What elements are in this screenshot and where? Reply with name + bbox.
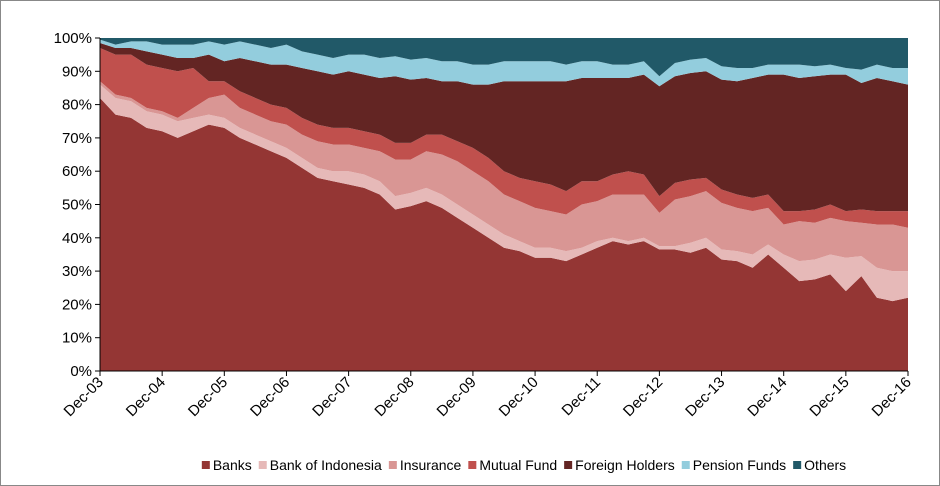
legend-item: Insurance xyxy=(388,457,462,473)
legend-item: Others xyxy=(793,457,846,473)
legend-item: Banks xyxy=(201,457,252,473)
area xyxy=(100,39,908,87)
area xyxy=(100,47,908,228)
y-tick-label: 30% xyxy=(62,263,92,280)
y-tick-label: 50% xyxy=(62,197,92,214)
y-tick-label: 10% xyxy=(62,330,92,347)
legend-label: Others xyxy=(804,457,846,473)
y-tick-label: 0% xyxy=(70,363,92,380)
legend-label: Bank of Indonesia xyxy=(270,457,382,473)
legend-item: Foreign Holders xyxy=(564,457,675,473)
legend: Banks Bank of Indonesia Insurance Mutual Fu… xyxy=(201,457,846,473)
plot-area xyxy=(100,38,908,371)
legend-label: Mutual Fund xyxy=(479,457,557,473)
legend-item: Pension Funds xyxy=(681,457,786,473)
area xyxy=(100,81,908,272)
legend-swatch xyxy=(681,461,690,469)
legend-item: Bank of Indonesia xyxy=(258,457,382,473)
legend-swatch xyxy=(793,461,802,469)
legend-label: Foreign Holders xyxy=(575,457,675,473)
legend-label: Pension Funds xyxy=(693,457,786,473)
legend-item: Mutual Fund xyxy=(468,457,557,473)
y-tick-label: 60% xyxy=(62,163,92,180)
legend-swatch xyxy=(201,461,210,469)
y-tick-label: 20% xyxy=(62,296,92,313)
y-tick-label: 80% xyxy=(62,97,92,114)
area xyxy=(100,43,908,212)
y-tick-label: 100% xyxy=(54,30,92,47)
legend-label: Banks xyxy=(213,457,252,473)
area xyxy=(100,38,908,77)
legend-label: Insurance xyxy=(400,457,462,473)
legend-swatch xyxy=(388,461,397,469)
area xyxy=(100,84,908,302)
legend-swatch xyxy=(258,461,267,469)
y-tick-label: 70% xyxy=(62,130,92,147)
y-tick-label: 90% xyxy=(62,63,92,80)
area xyxy=(100,97,908,371)
legend-swatch xyxy=(564,461,573,469)
y-tick-label: 40% xyxy=(62,230,92,247)
legend-swatch xyxy=(468,461,477,469)
